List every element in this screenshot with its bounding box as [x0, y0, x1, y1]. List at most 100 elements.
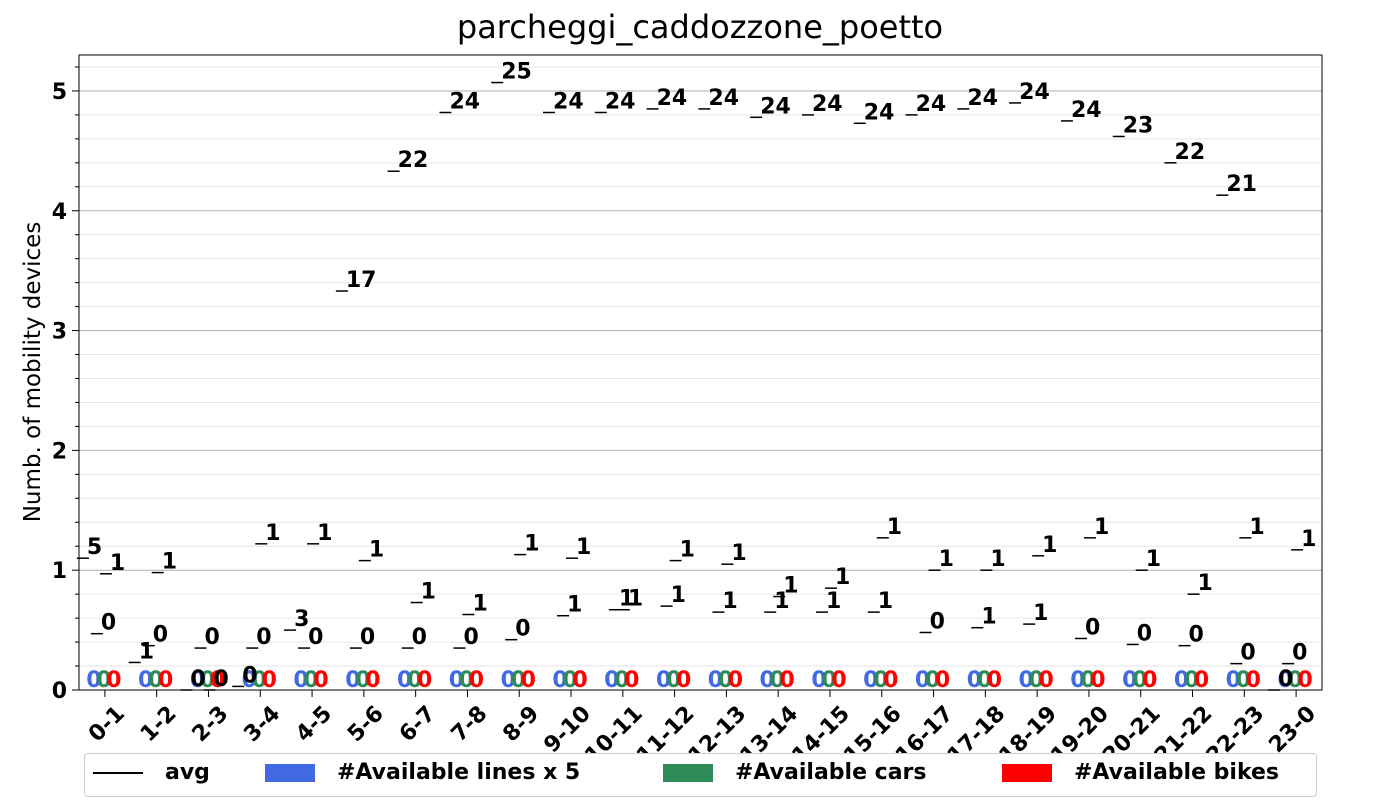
y-tick-label: 4 [52, 200, 67, 225]
upper-value-label: 1 [110, 551, 125, 576]
lower-value-label: 0 [1240, 641, 1255, 666]
upper-value-label: 1 [1301, 527, 1316, 552]
avg-value-label: 24 [864, 100, 895, 125]
y-tick-label: 3 [52, 320, 67, 345]
bar-value-label: 0 [676, 668, 691, 693]
legend-item-bikes: #Available bikes [1002, 760, 1279, 785]
bar-value-label: 0 [831, 668, 846, 693]
bar-value-label: 0 [1194, 668, 1209, 693]
lower-value-label: 0 [1137, 621, 1152, 646]
bar-value-label: 0 [604, 668, 619, 693]
avg-value-label: 22 [398, 148, 429, 173]
lower-value-label: 1 [619, 587, 634, 612]
avg-value-label: 25 [501, 60, 532, 85]
lower-value-label: 0 [308, 625, 323, 650]
x-tick-label: 4-5 [291, 701, 337, 747]
avg-value-label: 24 [1019, 80, 1050, 105]
upper-value-label: 1 [939, 547, 954, 572]
bar-value-label: 0 [345, 668, 360, 693]
bar-value-label: 0 [811, 668, 826, 693]
avg-value-label: 0 [1278, 667, 1293, 692]
lower-value-label: 1 [722, 589, 737, 614]
legend-line-swatch [93, 771, 143, 774]
bar-value-label: 0 [1132, 668, 1147, 693]
bar-value-label: 0 [355, 668, 370, 693]
lower-value-label: 0 [1292, 641, 1307, 666]
bar-value-label: 0 [1122, 668, 1137, 693]
legend-color-swatch [265, 763, 315, 782]
lower-value-label: 0 [930, 609, 945, 634]
upper-value-label: 1 [990, 547, 1005, 572]
avg-value-label: 22 [1175, 140, 1206, 165]
x-tick-label: 1-2 [136, 701, 182, 747]
y-tick-label: 0 [52, 679, 67, 704]
x-tick-label: 2-3 [188, 701, 234, 747]
bar-value-label: 0 [1277, 668, 1292, 693]
upper-value-label: 1 [1094, 515, 1109, 540]
lower-value-label: 1 [826, 589, 841, 614]
upper-value-label: 1 [576, 535, 591, 560]
lower-value-label: 1 [671, 583, 686, 608]
avg-value-label: 0 [190, 667, 205, 692]
bar-value-label: 0 [1226, 668, 1241, 693]
bar-value-label: 0 [967, 668, 982, 693]
upper-value-label: 1 [265, 521, 280, 546]
bar-value-label: 0 [1038, 668, 1053, 693]
upper-value-label: 1 [783, 574, 798, 599]
lower-value-label: 0 [204, 625, 219, 650]
x-tick-label: 23-0 [1264, 701, 1321, 758]
plot-frame [78, 54, 1323, 691]
lower-value-label: 0 [412, 625, 427, 650]
avg-value-label: 24 [449, 90, 480, 115]
upper-value-label: 1 [162, 550, 177, 575]
bar-value-label: 0 [1236, 668, 1251, 693]
upper-value-label: 1 [317, 521, 332, 546]
bar-value-label: 0 [614, 668, 629, 693]
x-tick-label: 5-6 [343, 701, 389, 747]
avg-value-label: 24 [605, 90, 636, 115]
bar-value-label: 0 [1090, 668, 1105, 693]
bar-value-label: 0 [1184, 668, 1199, 693]
x-tick-label: 8-9 [498, 701, 544, 747]
bar-value-label: 0 [252, 668, 267, 693]
lower-value-label: 0 [101, 611, 116, 636]
bar-value-label: 0 [138, 668, 153, 693]
lower-value-label: 1 [567, 593, 582, 618]
upper-value-label: 1 [472, 592, 487, 617]
bar-value-label: 0 [1018, 668, 1033, 693]
bar-value-label: 0 [158, 668, 173, 693]
upper-value-label: 0 [213, 667, 228, 692]
lower-value-label: 1 [981, 605, 996, 630]
legend-label: #Available cars [735, 760, 927, 785]
avg-value-label: 24 [1071, 98, 1102, 123]
bar-value-label: 0 [397, 668, 412, 693]
bar-value-label: 0 [190, 668, 205, 693]
bar-value-label: 0 [313, 668, 328, 693]
legend-color-swatch [663, 763, 713, 782]
x-tick-label: 7-8 [447, 701, 493, 747]
bar-value-label: 0 [1246, 668, 1261, 693]
lower-value-label: 1 [774, 589, 789, 614]
avg-value-label: 3 [294, 607, 309, 632]
lower-value-label: 0 [1085, 615, 1100, 640]
bar-value-label: 0 [469, 668, 484, 693]
upper-value-label: 1 [887, 515, 902, 540]
bar-value-label: 0 [925, 668, 940, 693]
bar-value-label: 0 [728, 668, 743, 693]
avg-value-label: 23 [1123, 113, 1154, 138]
bar-value-label: 0 [242, 668, 257, 693]
lower-value-label: 0 [515, 617, 530, 642]
upper-value-label: 1 [835, 565, 850, 590]
avg-value-label: 0 [242, 663, 257, 688]
x-tick-label: 3-4 [239, 701, 285, 747]
y-tick-label: 1 [52, 559, 67, 584]
upper-value-label: 1 [369, 538, 384, 563]
legend-item-cars: #Available cars [663, 760, 927, 785]
lower-value-label: 0 [1189, 623, 1204, 648]
avg-value-label: 5 [87, 535, 102, 560]
bar-value-label: 0 [873, 668, 888, 693]
bar-value-label: 0 [1287, 668, 1302, 693]
avg-value-label: 24 [812, 92, 843, 117]
bar-value-label: 0 [262, 668, 277, 693]
avg-value-label: 24 [760, 94, 791, 119]
